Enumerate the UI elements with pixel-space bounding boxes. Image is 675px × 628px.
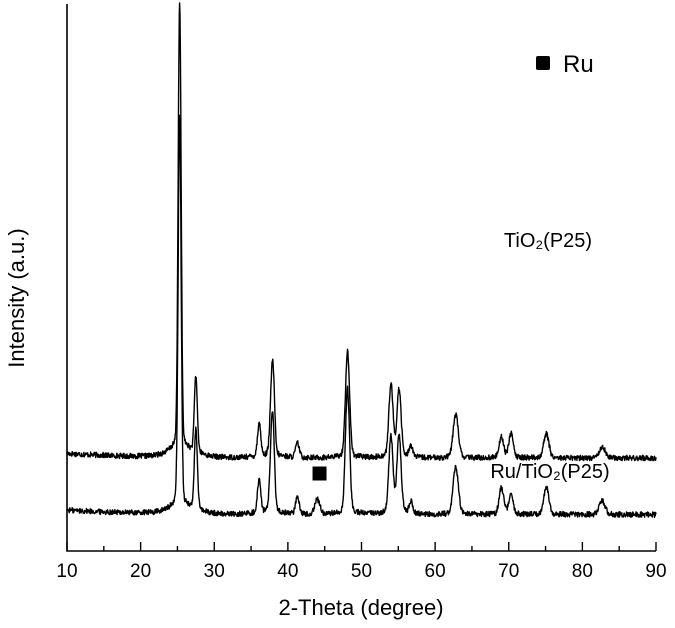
- x-tick-labels: 10 20 30 40 50 60 70 80 90: [56, 561, 666, 582]
- series-label: Ru/TiO₂(P25): [490, 461, 609, 483]
- annotations: [312, 466, 327, 481]
- x-tick-label: 70: [498, 561, 519, 582]
- series-labels: TiO₂(P25) Ru/TiO₂(P25): [490, 230, 609, 483]
- x-tick-label: 80: [572, 561, 593, 582]
- legend-label: Ru: [563, 51, 594, 78]
- x-tick-label: 20: [130, 561, 151, 582]
- series-trace: [66, 2, 657, 462]
- series-label: TiO₂(P25): [504, 230, 592, 252]
- x-tick-label: 50: [351, 561, 372, 582]
- legend-marker: [536, 56, 550, 70]
- x-tick-label: 30: [204, 561, 225, 582]
- traces: [66, 2, 657, 518]
- x-tick-label: 10: [56, 561, 77, 582]
- x-axis-title: 2-Theta (degree): [278, 595, 443, 620]
- y-axis-title: Intensity (a.u.): [4, 228, 29, 367]
- x-tick-label: 40: [277, 561, 298, 582]
- x-ticks: [66, 542, 657, 551]
- x-tick-label: 90: [645, 561, 666, 582]
- ru-marker: [312, 466, 327, 481]
- series-trace: [66, 114, 657, 518]
- x-tick-label: 60: [425, 561, 446, 582]
- legend: Ru: [536, 51, 594, 78]
